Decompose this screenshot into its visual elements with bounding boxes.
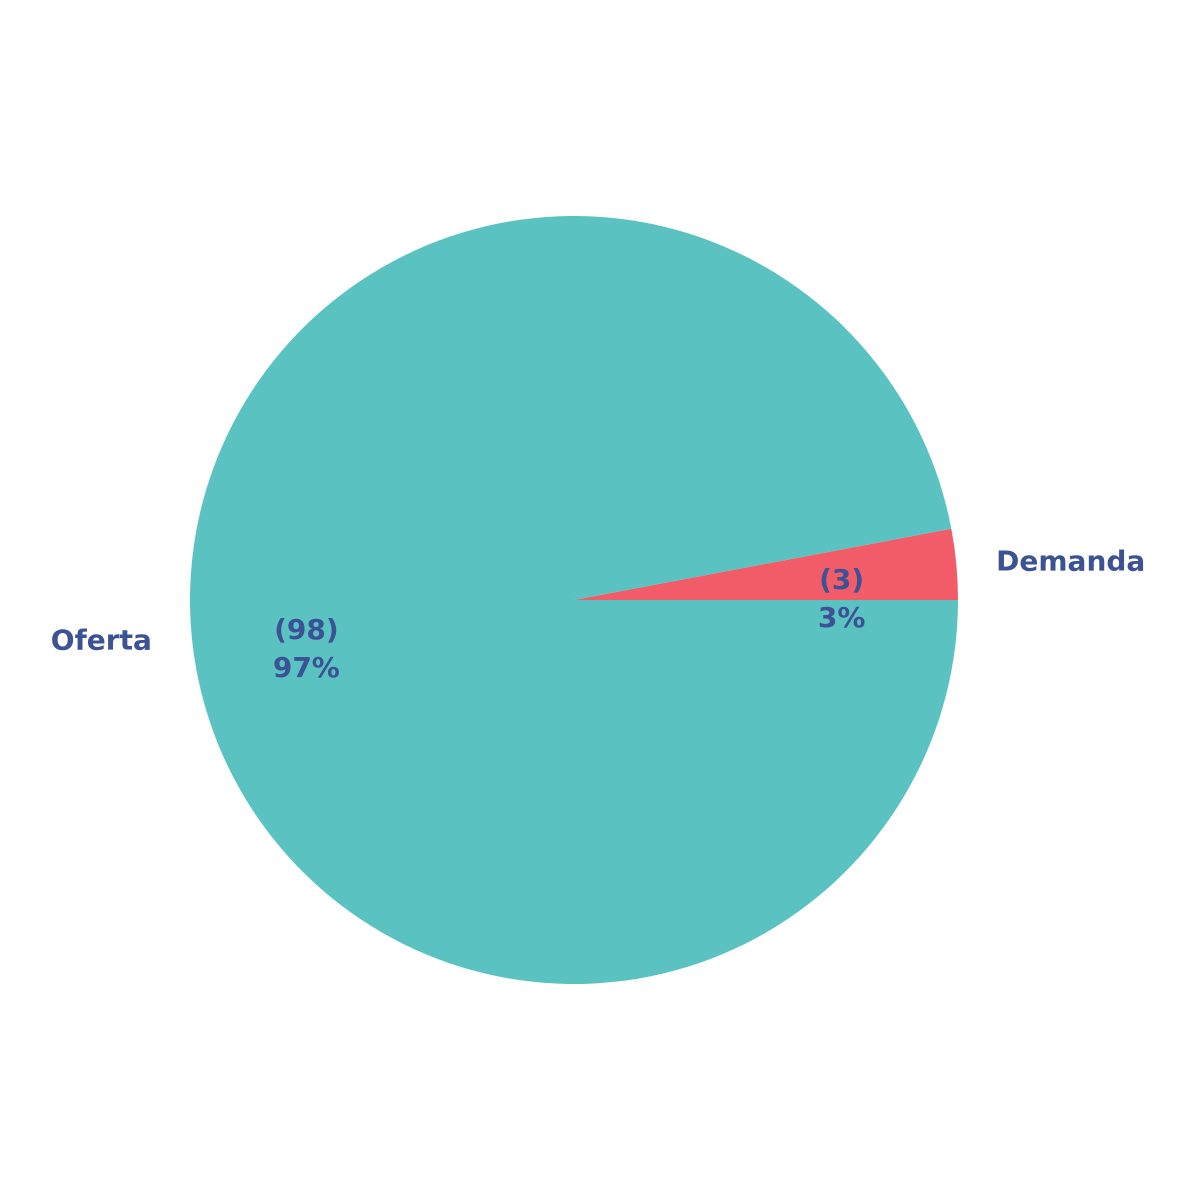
pie-labels: (3) 3% Demanda (98) 97% Oferta <box>51 544 1146 684</box>
outer-label-demanda: Demanda <box>996 544 1145 577</box>
slice-percent-label-oferta: 97% <box>273 651 340 684</box>
pie-slices <box>189 215 959 985</box>
slice-count-label-oferta: (98) <box>274 613 339 646</box>
slice-count-label-demanda: (3) <box>819 563 864 596</box>
outer-label-oferta: Oferta <box>51 624 152 657</box>
pie-slice-oferta <box>189 215 959 985</box>
slice-percent-label-demanda: 3% <box>818 601 866 634</box>
pie-slice-demanda <box>574 528 958 600</box>
